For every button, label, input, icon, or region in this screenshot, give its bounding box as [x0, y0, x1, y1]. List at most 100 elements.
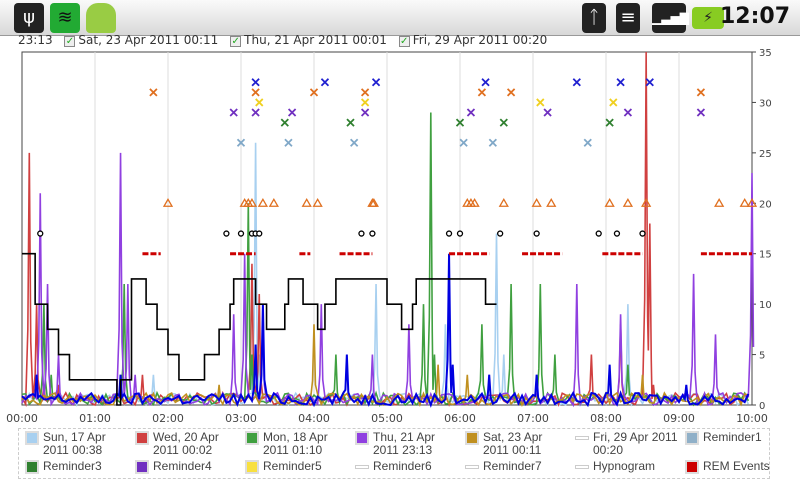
- partial-legend-text: 23:13: [18, 34, 53, 47]
- legend-item[interactable]: Reminder4: [135, 460, 241, 474]
- x-tick-label: 00:00: [6, 412, 38, 425]
- legend-item[interactable]: REM Events: [685, 460, 773, 474]
- reminder-marker: [368, 197, 379, 207]
- reminder-marker: [499, 118, 508, 127]
- reminder-marker: [533, 230, 540, 237]
- y-tick-label: 35: [759, 48, 772, 59]
- clock: 12:07: [719, 4, 790, 29]
- reminder-marker: [506, 88, 516, 97]
- reminder-marker: [572, 78, 581, 87]
- reminder-marker: [696, 108, 706, 117]
- legend-swatch: [135, 431, 149, 445]
- legend-item[interactable]: Hypnogram: [575, 460, 681, 473]
- reminder-marker: [309, 88, 319, 97]
- reminder-marker: [360, 98, 370, 107]
- reminder-marker: [229, 108, 238, 117]
- reminder-marker: [595, 230, 602, 237]
- legend-label: Reminder6: [373, 459, 432, 473]
- reminder-marker: [613, 230, 621, 237]
- legend-swatch: [685, 431, 699, 445]
- reminder-marker: [149, 88, 158, 97]
- reminder-marker: [223, 230, 230, 237]
- x-tick-label: 04:00: [298, 412, 330, 425]
- legend-swatch: [575, 465, 589, 469]
- series-checkbox[interactable]: ✓: [230, 36, 242, 47]
- signal-icon: ▁▃▅▇: [652, 3, 689, 33]
- x-tick-label: 05:00: [371, 412, 403, 425]
- legend-swatch: [465, 431, 479, 445]
- reminder-marker: [445, 230, 453, 237]
- usb-icon: ψ: [14, 3, 44, 33]
- reminder-marker: [301, 197, 312, 207]
- reminder-marker: [739, 197, 750, 207]
- legend-item[interactable]: Reminder5: [245, 460, 351, 474]
- top-legend: 23:13 ✓ Sat, 23 Apr 2011 00:11 ✓ Thu, 21 A…: [18, 34, 547, 48]
- legend-item[interactable]: Wed, 20 Apr 2011 00:02: [135, 431, 241, 457]
- reminder-marker: [498, 197, 509, 207]
- reminder-marker: [604, 197, 615, 207]
- legend-swatch: [245, 460, 259, 474]
- reminder-marker: [287, 108, 297, 117]
- reminder-marker: [639, 230, 646, 237]
- legend-label: Sun, 17 Apr 2011 00:38: [43, 430, 106, 457]
- status-bar: ψ ≋ ᛏ ≡ ▁▃▅▇ ⚡ 12:07: [0, 0, 800, 36]
- x-tick-label: 03:00: [225, 412, 257, 425]
- legend-swatch: [245, 431, 259, 445]
- wifi-icon: ≡: [616, 3, 640, 33]
- reminder-marker: [371, 78, 381, 87]
- reminder-marker: [268, 197, 279, 207]
- legend-label: Reminder3: [43, 459, 102, 473]
- reminder-marker: [256, 230, 263, 237]
- legend-swatch: [355, 431, 369, 445]
- reminder-marker: [162, 197, 174, 207]
- reminder-marker: [583, 138, 592, 147]
- legend-item[interactable]: Sun, 17 Apr 2011 00:38: [25, 431, 131, 457]
- legend-label: Mon, 18 Apr 2011 01:10: [263, 430, 328, 457]
- reminder-marker: [536, 98, 545, 107]
- x-tick-label: 01:00: [79, 412, 111, 425]
- legend-item[interactable]: Sat, 23 Apr 2011 00:11: [465, 431, 571, 457]
- legend-item[interactable]: Reminder7: [465, 460, 571, 473]
- reminder-marker: [622, 197, 634, 207]
- reminder-marker: [641, 197, 652, 207]
- reminder-marker: [488, 138, 497, 147]
- reminder-marker: [477, 88, 487, 97]
- reminder-marker: [350, 138, 359, 147]
- reminder-marker: [623, 108, 633, 117]
- sleep-chart: 00:00 01:00 02:00 03:00 04:00 05:00 06:00 07:00…: [6, 48, 772, 425]
- reminder-marker: [459, 138, 468, 147]
- legend-swatch: [685, 460, 699, 474]
- x-tick-label: 09:00: [663, 412, 695, 425]
- legend-swatch: [465, 465, 479, 469]
- legend-label: Fri, 29 Apr 2011 00:20: [593, 430, 678, 457]
- legend-item[interactable]: Reminder3: [25, 460, 131, 474]
- legend-label: Reminder7: [483, 459, 542, 473]
- series-checkbox[interactable]: ✓: [64, 36, 76, 47]
- checkbox-label: Fri, 29 Apr 2011 00:20: [412, 34, 548, 47]
- reminder-marker: [543, 108, 552, 117]
- reminder-marker: [369, 230, 376, 237]
- legend-label: Thu, 21 Apr 2011 23:13: [373, 430, 436, 457]
- reminder-marker: [496, 230, 504, 237]
- legend-item[interactable]: Mon, 18 Apr 2011 01:10: [245, 431, 351, 457]
- x-tick-label: 06:00: [444, 412, 476, 425]
- checkbox-label: Sat, 23 Apr 2011 00:11: [78, 34, 219, 47]
- y-tick-label: 5: [759, 351, 765, 362]
- legend-item[interactable]: Reminder1: [685, 431, 773, 445]
- reminder-marker: [251, 88, 260, 97]
- reminder-marker: [469, 197, 480, 207]
- legend-item[interactable]: Thu, 21 Apr 2011 23:13: [355, 431, 461, 457]
- legend-item[interactable]: Reminder6: [355, 460, 461, 473]
- reminder-marker: [609, 98, 618, 107]
- series-checkbox[interactable]: ✓: [398, 36, 410, 47]
- reminder-marker: [714, 197, 725, 207]
- android-debug-icon: [86, 3, 116, 33]
- x-tick-label: 10:00: [736, 412, 768, 425]
- legend-label: Sat, 23 Apr 2011 00:11: [483, 430, 543, 457]
- reminder-marker: [312, 197, 323, 207]
- reminder-marker: [257, 197, 269, 207]
- legend-item[interactable]: Fri, 29 Apr 2011 00:20: [575, 431, 681, 457]
- reminder-marker: [280, 118, 289, 127]
- reminder-marker: [481, 78, 490, 87]
- legend-swatch: [135, 460, 149, 474]
